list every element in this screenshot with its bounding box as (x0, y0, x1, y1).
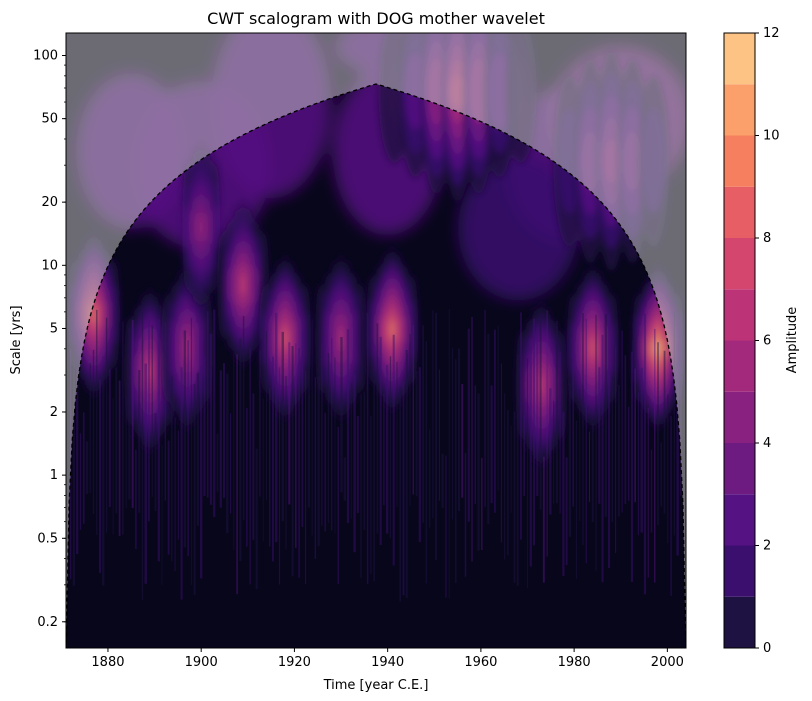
colorbar-tick-label: 8 (763, 231, 771, 246)
x-tick-label: 1880 (91, 655, 124, 670)
colorbar-tick-label: 2 (763, 539, 771, 554)
burst-fringe (247, 264, 253, 306)
colorbar: 0 2 4 6 8 10 12 (723, 26, 780, 656)
burst-fringe (205, 210, 211, 244)
burst-fringe (217, 229, 227, 341)
colorbar-segment (724, 186, 755, 238)
y-tick-label: 10 (41, 258, 58, 273)
burst-fringe (111, 284, 119, 346)
colorbar-segment (724, 443, 755, 495)
colorbar-tick-label: 10 (763, 129, 780, 144)
burst-fringe (198, 318, 205, 378)
burst-fringe (184, 203, 191, 251)
burst-fringe (133, 353, 139, 389)
background-blob (458, 156, 579, 301)
colorbar-segment (724, 135, 755, 187)
colorbar-segment (724, 391, 755, 443)
x-tick-label: 1940 (371, 655, 404, 670)
colorbar-tick-label: 4 (763, 436, 771, 451)
burst-fringe (382, 316, 388, 344)
y-tick-label: 2 (50, 405, 58, 420)
burst-fringe (396, 316, 402, 344)
burst-fringe (91, 306, 97, 324)
cone-of-influence-mask (66, 33, 686, 648)
colorbar-tick-label: 12 (763, 26, 780, 41)
burst-fringe (170, 318, 177, 378)
x-tick-label: 2000 (651, 655, 684, 670)
burst-fringe (198, 212, 204, 242)
burst-fringe (260, 310, 268, 367)
burst-fringe (331, 312, 337, 365)
burst-fringe (648, 339, 654, 358)
burst-fringe (351, 309, 359, 368)
y-tick-label: 50 (41, 112, 58, 127)
burst-fringe (226, 267, 232, 303)
y-tick-label: 0.5 (37, 531, 58, 546)
x-tick-label: 1960 (464, 655, 497, 670)
burst-fringe (390, 321, 395, 339)
burst-fringe (633, 313, 641, 383)
y-axis: 0.2 0.5 1 2 5 10 20 50 100 (33, 48, 66, 630)
x-tick-label: 1920 (278, 655, 311, 670)
colorbar-label: Amplitude (785, 307, 800, 374)
plot-area (65, 32, 687, 649)
y-tick-label: 1 (50, 468, 58, 483)
burst-fringe (323, 309, 331, 368)
burst-fringe (240, 274, 246, 296)
colorbar-segment (724, 340, 755, 392)
burst-fringe (282, 329, 288, 348)
burst-group (182, 141, 220, 312)
burst-fringe (357, 283, 367, 394)
burst-fringe (233, 264, 239, 306)
burst-fringe (268, 315, 274, 362)
burst-fringe (98, 300, 104, 329)
burst-fringe (590, 338, 595, 358)
burst-fringe (191, 322, 197, 374)
burst-fringe (296, 315, 302, 362)
burst-group (217, 199, 269, 370)
burst-fringe (191, 210, 197, 244)
burst-fringe (575, 324, 582, 372)
y-tick-label: 100 (33, 48, 58, 63)
colorbar-segment (724, 494, 755, 546)
colorbar-segment (724, 238, 755, 290)
colorbar-segment (724, 84, 755, 136)
burst-fringe (403, 315, 409, 345)
y-tick-label: 20 (41, 195, 58, 210)
colorbar-tick-label: 0 (763, 641, 771, 656)
burst-fringe (212, 203, 219, 251)
x-axis: 1880 1900 1920 1940 1960 1980 2000 (91, 648, 684, 670)
colorbar-segment (724, 596, 755, 648)
y-tick-label: 5 (50, 321, 58, 336)
burst-fringe (161, 292, 172, 404)
x-tick-label: 1900 (185, 655, 218, 670)
cone-of-influence-curve (66, 83, 686, 648)
colorbar-segment (724, 33, 755, 85)
y-tick-label: 0.2 (37, 615, 58, 630)
x-axis-label: Time [year C.E.] (323, 678, 429, 693)
burst-fringe (367, 299, 375, 361)
chart-title: CWT scalogram with DOG mother wavelet (207, 9, 545, 28)
burst-fringe (254, 267, 260, 303)
colorbar-segment (724, 289, 755, 341)
y-axis-label: Scale [yrs] (9, 305, 24, 374)
burst-fringe (597, 331, 603, 365)
plot-frame (65, 32, 687, 649)
colorbar-tick-label: 6 (763, 334, 771, 349)
colorbar-segment (724, 545, 755, 597)
burst-fringe (177, 322, 183, 374)
x-tick-label: 1980 (558, 655, 591, 670)
